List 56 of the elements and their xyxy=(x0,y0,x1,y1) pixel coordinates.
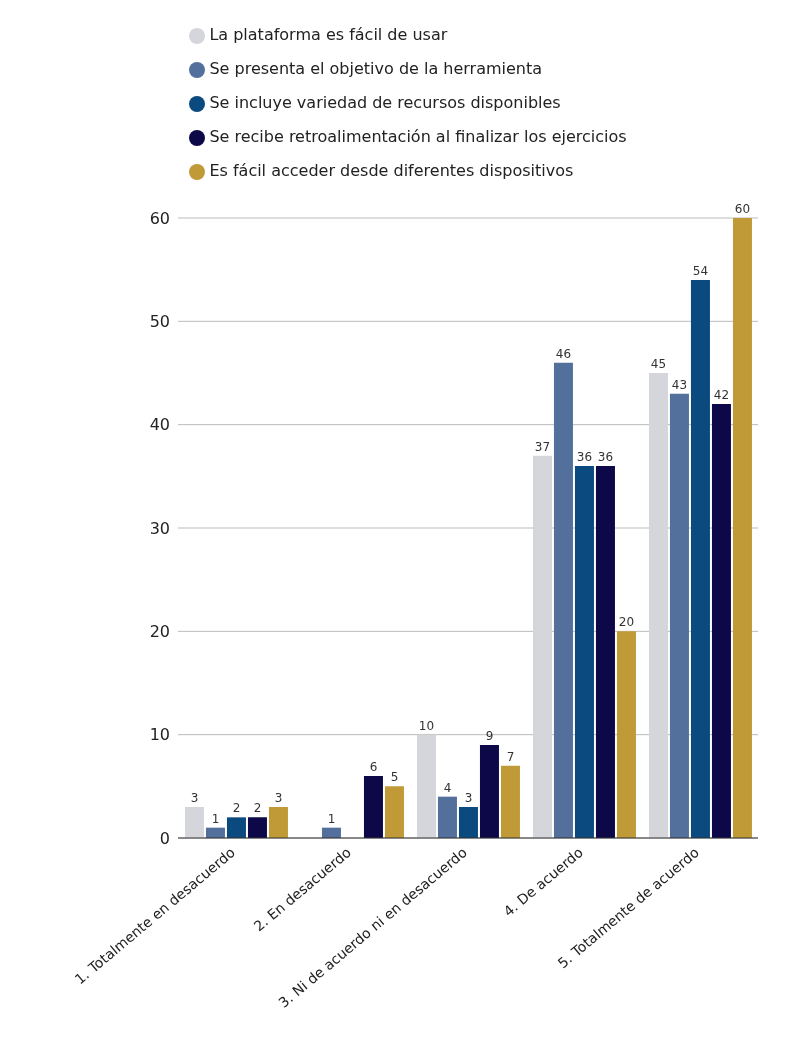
bar xyxy=(732,218,752,838)
data-label: 36 xyxy=(576,450,593,464)
legend-label: Se incluye variedad de recursos disponibles xyxy=(209,93,561,112)
bar xyxy=(532,455,552,838)
bar xyxy=(226,817,246,838)
data-label: 3 xyxy=(190,791,199,805)
bar xyxy=(363,776,383,838)
y-tick-label: 40 xyxy=(149,415,170,435)
bar xyxy=(268,807,288,838)
bar xyxy=(595,466,615,838)
bar xyxy=(711,404,731,838)
data-label: 20 xyxy=(618,615,635,630)
bar xyxy=(669,393,689,838)
bar xyxy=(184,807,204,838)
data-label: 6 xyxy=(369,760,378,774)
data-label: 46 xyxy=(555,346,572,361)
bar xyxy=(247,817,267,838)
data-label: 3 xyxy=(464,791,473,805)
legend-label: Se presenta el objetivo de la herramienta xyxy=(209,59,543,78)
bar xyxy=(616,631,636,838)
y-tick-label: 60 xyxy=(149,208,170,228)
y-tick-label: 30 xyxy=(149,518,170,538)
data-label: 42 xyxy=(713,388,730,402)
bar xyxy=(437,796,457,838)
y-tick-label: 50 xyxy=(149,312,170,332)
data-label: 3 xyxy=(274,791,283,805)
data-label: 54 xyxy=(692,264,709,278)
data-label: 1 xyxy=(211,811,220,826)
data-label: 4 xyxy=(443,780,452,795)
data-label: 60 xyxy=(734,202,751,216)
bar xyxy=(574,466,594,838)
bar xyxy=(553,362,573,838)
data-label: 9 xyxy=(485,729,494,743)
data-label: 36 xyxy=(597,450,614,464)
y-tick-label: 20 xyxy=(149,622,170,642)
legend-label: Se recibe retroalimentación al finalizar los ejercicios xyxy=(209,127,627,146)
legend-label: La plataforma es fácil de usar xyxy=(209,25,448,44)
bar xyxy=(384,786,404,838)
y-tick-label: 0 xyxy=(159,828,170,848)
data-label: 7 xyxy=(506,749,515,764)
data-label: 5 xyxy=(390,770,399,785)
bar xyxy=(690,280,710,838)
bar xyxy=(648,373,668,838)
data-label: 2 xyxy=(232,801,241,816)
bar xyxy=(500,765,520,838)
data-label: 45 xyxy=(650,357,667,371)
legend-label: Es fácil acceder desde diferentes dispositivos xyxy=(209,161,574,180)
y-tick-label: 10 xyxy=(149,725,170,745)
data-label: 37 xyxy=(534,439,551,454)
data-label: 2 xyxy=(253,801,262,816)
bar xyxy=(479,745,499,838)
data-label: 1 xyxy=(327,811,336,826)
data-label: 43 xyxy=(671,377,688,392)
data-label: 10 xyxy=(418,718,435,733)
bar xyxy=(416,734,436,838)
bar xyxy=(458,807,478,838)
